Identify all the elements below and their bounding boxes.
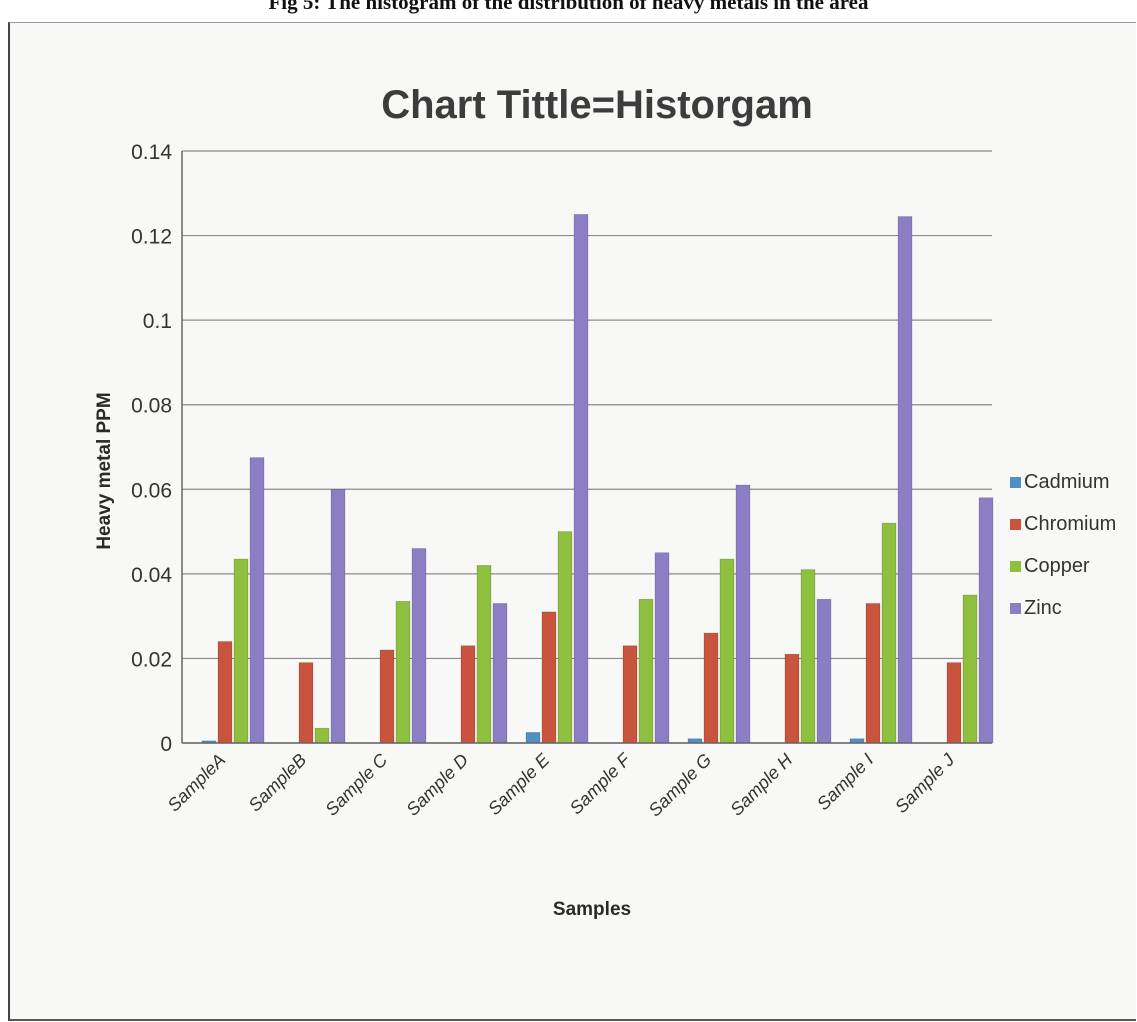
legend-swatch-zinc (1010, 603, 1021, 614)
legend-swatch-cadmium (1010, 477, 1021, 488)
bar-zinc-0 (249, 457, 265, 744)
chart-frame: Chart Tittle=Historgam 0 0.02 0.04 0.06 0.08… (8, 22, 1136, 1021)
bar-zinc-8 (897, 216, 913, 744)
y-tick-label: 0.08 (131, 395, 172, 418)
bar-chromium-7 (784, 653, 800, 744)
x-axis-title: Samples (553, 899, 631, 920)
bar-copper-4 (557, 531, 573, 744)
bar-chromium-6 (703, 632, 719, 744)
bars (201, 214, 994, 744)
x-tick-label: Sample I (813, 750, 877, 814)
bar-copper-0 (233, 558, 249, 744)
legend-label-chromium: Chromium (1024, 513, 1116, 535)
y-tick-label: 0.1 (143, 310, 172, 333)
bar-chromium-3 (460, 645, 476, 744)
x-tick-label: Sample J (891, 749, 959, 817)
legend-label-cadmium: Cadmium (1024, 471, 1110, 493)
bar-chromium-8 (865, 603, 881, 744)
legend-swatch-chromium (1010, 519, 1021, 530)
bar-zinc-1 (330, 488, 346, 744)
bar-copper-2 (395, 601, 411, 744)
legend-label-copper: Copper (1024, 555, 1090, 577)
y-tick-label: 0.04 (131, 564, 172, 587)
legend: Cadmium Chromium Copper Zinc (1010, 471, 1116, 619)
x-tick-label: Sample D (402, 750, 472, 820)
x-tick-label: Sample E (484, 749, 554, 819)
chart-title: Chart Tittle=Historgam (381, 83, 813, 127)
bar-chromium-0 (217, 641, 233, 744)
bar-copper-3 (476, 565, 492, 744)
bar-chromium-4 (541, 611, 557, 744)
bar-copper-5 (638, 598, 654, 744)
bar-chromium-9 (946, 662, 962, 744)
bar-copper-1 (314, 727, 330, 744)
bar-chromium-1 (298, 662, 314, 744)
y-axis-title: Heavy metal PPM (94, 392, 115, 549)
y-tick-label: 0.14 (131, 141, 172, 164)
bar-cadmium-4 (525, 732, 541, 744)
x-tick-label: Sample F (566, 749, 635, 818)
bar-copper-6 (719, 558, 735, 744)
bar-copper-9 (962, 594, 978, 744)
bar-zinc-3 (492, 603, 508, 744)
y-tick-label: 0.02 (131, 648, 172, 671)
bar-copper-8 (881, 522, 897, 744)
bar-zinc-4 (573, 214, 589, 744)
bar-zinc-6 (735, 484, 751, 744)
x-tick-label: Sample C (321, 749, 392, 820)
x-tick-label: Sample G (645, 750, 716, 821)
y-tick-label: 0 (160, 733, 172, 756)
chart-svg: Chart Tittle=Historgam 0 0.02 0.04 0.06 0.08… (94, 83, 1116, 920)
x-tick-label: SampleB (245, 750, 311, 816)
bar-chromium-5 (622, 645, 638, 744)
bar-zinc-9 (978, 497, 994, 744)
bar-chromium-2 (379, 649, 395, 744)
bar-zinc-7 (816, 598, 832, 744)
y-tick-label: 0.06 (131, 479, 172, 502)
legend-label-zinc: Zinc (1024, 597, 1062, 619)
x-tick-label: SampleA (164, 750, 230, 816)
figure-caption: Fig 5: The histogram of the distribution… (268, 0, 869, 14)
bar-copper-7 (800, 569, 816, 744)
bar-zinc-5 (654, 552, 670, 744)
x-tick-label: Sample H (726, 749, 797, 820)
legend-swatch-copper (1010, 561, 1021, 572)
y-tick-label: 0.12 (131, 226, 172, 249)
bar-zinc-2 (411, 548, 427, 744)
